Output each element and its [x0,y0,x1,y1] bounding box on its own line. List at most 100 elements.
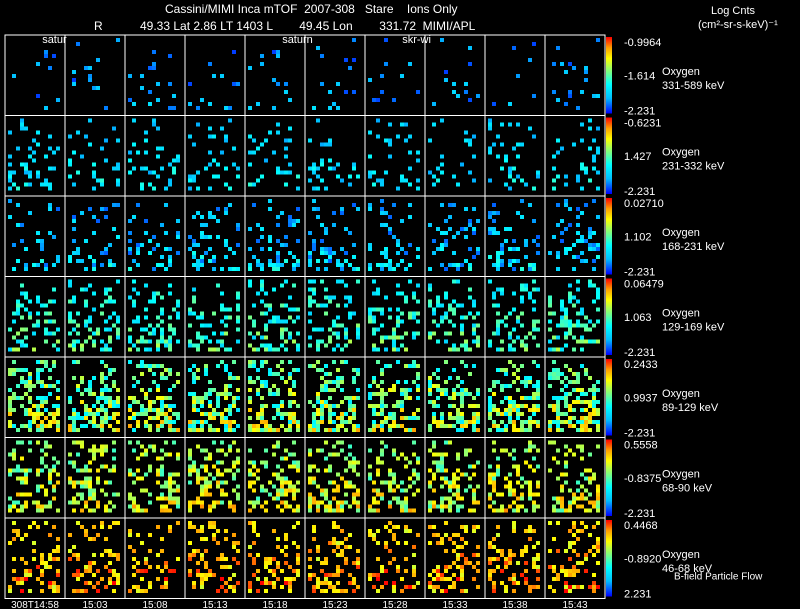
data-pixel [396,525,400,529]
data-pixel [172,428,176,432]
data-pixel [504,428,508,432]
data-pixel [340,211,344,215]
data-pixel [412,295,416,300]
data-pixel [160,420,164,424]
data-pixel [224,106,228,110]
data-pixel [460,323,464,328]
data-pixel [496,311,500,316]
data-pixel [104,549,108,553]
data-pixel [356,388,360,392]
data-pixel [168,335,172,340]
data-pixel [200,504,204,509]
data-pixel [136,247,140,251]
data-pixel [460,565,464,569]
colorbar [606,37,612,114]
data-pixel [404,392,408,396]
data-pixel [284,537,288,541]
data-pixel [24,380,28,384]
data-pixel [496,472,500,477]
data-pixel [232,162,236,167]
data-pixel [556,267,560,271]
data-pixel [92,259,96,263]
data-pixel [416,331,420,336]
time-tick-label: 15:43 [562,600,587,609]
data-pixel [448,585,452,589]
data-pixel [28,315,32,320]
data-pixel [324,295,328,300]
data-pixel [392,327,396,332]
data-pixel [588,420,592,424]
data-pixel [268,372,272,376]
data-pixel [68,255,72,259]
data-pixel [88,496,92,501]
data-pixel [512,521,516,525]
data-pixel [432,488,436,493]
data-pixel [56,396,60,400]
data-pixel [504,476,508,481]
data-pixel [168,480,172,485]
data-pixel [252,319,256,324]
data-pixel [132,480,136,485]
data-pixel [592,504,596,509]
data-pixel [564,364,568,368]
data-pixel [524,376,528,380]
data-pixel [488,561,492,565]
data-pixel [164,247,168,251]
data-pixel [296,480,300,485]
data-pixel [384,255,388,259]
data-pixel [208,388,212,392]
data-pixel [396,251,400,255]
data-pixel [560,299,564,304]
data-pixel [252,460,256,465]
data-pixel [288,388,292,392]
data-pixel [268,561,272,565]
data-pixel [148,347,152,352]
data-pixel [268,480,272,485]
data-pixel [380,492,384,497]
data-pixel [160,456,164,461]
data-pixel [152,444,156,449]
data-pixel [112,468,116,473]
data-pixel [196,529,200,533]
data-pixel [108,263,112,267]
data-pixel [100,525,104,529]
data-pixel [464,90,468,94]
data-pixel [272,78,276,82]
data-pixel [400,408,404,412]
data-pixel [476,388,480,392]
data-pixel [188,456,192,461]
data-pixel [76,311,80,316]
data-pixel [380,223,384,227]
data-pixel [536,235,540,239]
data-pixel [44,154,48,159]
data-pixel [452,573,456,577]
data-pixel [384,444,388,449]
data-pixel [536,243,540,247]
data-pixel [220,488,224,493]
data-pixel [580,122,584,127]
data-pixel [56,380,60,384]
data-pixel [28,170,32,175]
data-pixel [276,50,280,54]
data-pixel [436,424,440,428]
data-pixel [172,158,176,163]
data-pixel [328,380,332,384]
data-pixel [164,440,168,445]
data-pixel [592,420,596,424]
data-pixel [580,307,584,312]
data-pixel [204,396,208,400]
data-pixel [404,416,408,420]
data-pixel [464,529,468,533]
data-pixel [568,283,572,288]
data-pixel [232,573,236,577]
data-pixel [152,408,156,412]
data-pixel [368,207,372,211]
data-pixel [276,561,280,565]
data-pixel [204,492,208,497]
data-pixel [336,484,340,489]
data-pixel [352,408,356,412]
panel-frame [244,34,306,116]
data-pixel [76,170,80,175]
data-pixel [340,508,344,513]
